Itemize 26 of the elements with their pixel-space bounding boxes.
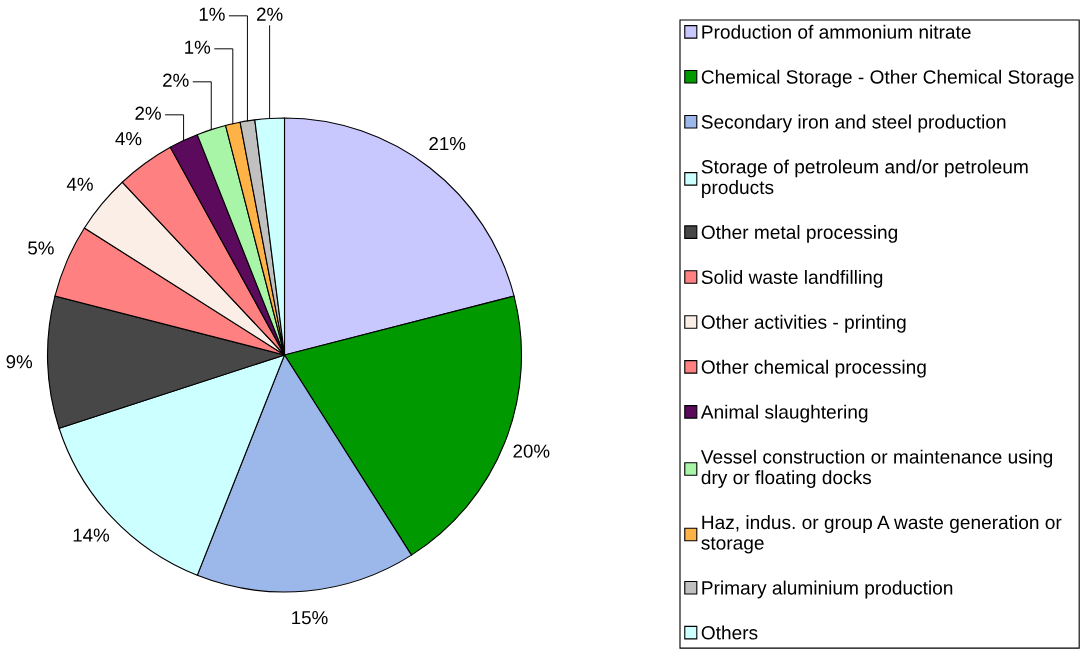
legend-label: Haz, indus. or group A waste generation or storage bbox=[701, 515, 1062, 554]
legend-label: Other metal processing bbox=[701, 225, 898, 243]
legend-label: Production of ammonium nitrate bbox=[702, 24, 971, 39]
data-label: 2% bbox=[163, 73, 189, 87]
legend-label: Others bbox=[701, 625, 758, 640]
data-label: 20% bbox=[513, 444, 550, 458]
data-label: 14% bbox=[73, 528, 110, 542]
legend-label: Vessel construction or maintenance using dry or floating docks bbox=[700, 449, 1053, 488]
legend-label: Primary aluminium production bbox=[702, 580, 953, 599]
data-label: 9% bbox=[6, 355, 33, 369]
legend-label: Solid waste landfilling bbox=[701, 269, 883, 288]
data-label: 1% bbox=[185, 40, 211, 54]
data-label: 4% bbox=[66, 177, 93, 191]
legend-label: Other chemical processing bbox=[701, 359, 926, 378]
data-label: 5% bbox=[28, 241, 54, 255]
data-label: 1% bbox=[199, 7, 225, 21]
legend-label: Animal slaughtering bbox=[700, 404, 868, 423]
data-label: 4% bbox=[115, 132, 142, 146]
legend-label: Storage of petroleum and/or petroleum products bbox=[701, 159, 1028, 198]
legend-label: Other activities - printing bbox=[701, 314, 906, 333]
legend-label: Chemical Storage - Other Chemical Storage bbox=[701, 69, 1074, 88]
data-label: 2% bbox=[257, 7, 283, 21]
data-label: 21% bbox=[429, 137, 466, 151]
data-label: 15% bbox=[292, 611, 328, 625]
data-label: 2% bbox=[135, 106, 161, 120]
legend-label: Secondary iron and steel production bbox=[701, 114, 1006, 133]
